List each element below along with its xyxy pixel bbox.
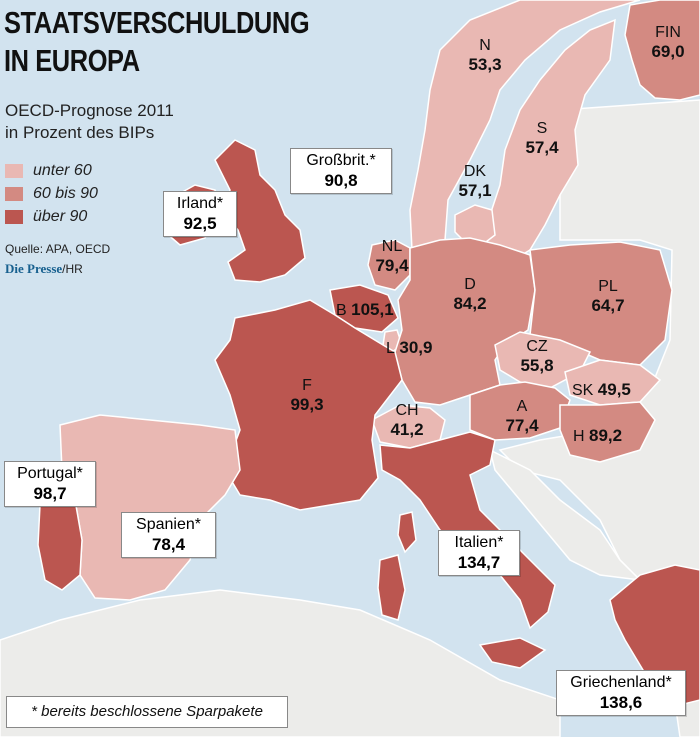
footnote: * bereits beschlossene Sparpakete xyxy=(6,696,288,728)
label-hungary-name: H xyxy=(573,428,585,445)
balkans-land xyxy=(488,448,643,582)
label-ireland-value: 92,5 xyxy=(183,214,217,233)
label-sweden-value: 57,4 xyxy=(525,138,559,157)
map-title: STAATSVERSCHULDUNG IN EUROPA xyxy=(4,4,310,80)
legend-item-high: über 90 xyxy=(5,205,98,228)
label-slovakia-value: 49,5 xyxy=(597,380,631,399)
label-luxembourg: L 30,9 xyxy=(386,338,446,358)
country-france xyxy=(214,299,403,511)
country-norway xyxy=(409,0,641,272)
title-line-1: STAATSVERSCHULDUNG xyxy=(4,5,310,40)
label-slovakia-name: SK xyxy=(572,382,594,399)
country-italy-sicily xyxy=(478,637,547,669)
label-switzerland-value: 41,2 xyxy=(390,420,424,439)
label-belgium-value: 105,1 xyxy=(351,300,394,319)
map-subtitle: OECD-Prognose 2011 in Prozent des BIPs xyxy=(5,100,174,144)
label-switzerland: CH 41,2 xyxy=(377,401,437,439)
label-poland: PL 64,7 xyxy=(578,277,638,315)
label-belgium-name: B xyxy=(336,302,347,319)
label-belgium: B 105,1 xyxy=(336,300,410,320)
country-switzerland xyxy=(371,404,446,449)
label-greece-name: Griechenland* xyxy=(570,674,672,691)
brand-credit: Die Presse/HR xyxy=(5,261,83,277)
label-uk-name: Großbrit.* xyxy=(306,152,376,169)
label-slovakia: SK 49,5 xyxy=(572,380,647,400)
label-greece: Griechenland* 138,6 xyxy=(556,670,686,716)
label-finland-name: FIN xyxy=(655,24,681,41)
label-ireland-name: Irland* xyxy=(176,195,224,212)
label-hungary: H 89,2 xyxy=(573,426,653,446)
label-spain-value: 78,4 xyxy=(151,535,186,554)
legend: unter 60 60 bis 90 über 90 xyxy=(5,159,98,228)
brand-suffix: /HR xyxy=(62,262,83,276)
label-italy-name: Italien* xyxy=(454,534,504,551)
label-portugal-name: Portugal* xyxy=(17,465,83,482)
label-germany: D 84,2 xyxy=(440,275,500,313)
label-france: F 99,3 xyxy=(277,376,337,414)
label-netherlands-name: NL xyxy=(381,238,403,255)
label-czech: CZ 55,8 xyxy=(507,337,567,375)
label-portugal: Portugal* 98,7 xyxy=(4,461,96,507)
label-italy-value: 134,7 xyxy=(457,553,501,572)
label-switzerland-name: CH xyxy=(395,402,419,419)
country-denmark xyxy=(454,204,496,246)
legend-label-high: über 90 xyxy=(33,207,88,225)
label-uk: Großbrit.* 90,8 xyxy=(290,148,392,194)
legend-item-mid: 60 bis 90 xyxy=(5,182,98,205)
source-text: Quelle: APA, OECD xyxy=(5,242,111,256)
label-portugal-value: 98,7 xyxy=(33,484,67,503)
country-finland xyxy=(624,0,700,101)
label-norway: N 53,3 xyxy=(455,36,515,74)
country-france-corsica xyxy=(397,511,417,554)
label-ireland: Irland* 92,5 xyxy=(163,191,237,237)
label-austria-value: 77,4 xyxy=(505,416,539,435)
label-luxembourg-value: 30,9 xyxy=(399,338,433,357)
label-finland: FIN 69,0 xyxy=(636,23,700,61)
label-denmark: DK 57,1 xyxy=(445,162,505,200)
label-finland-value: 69,0 xyxy=(651,42,685,61)
label-netherlands: NL 79,4 xyxy=(362,237,422,275)
label-germany-value: 84,2 xyxy=(453,294,487,313)
label-germany-name: D xyxy=(464,276,476,293)
label-poland-value: 64,7 xyxy=(591,296,625,315)
legend-swatch-high xyxy=(5,209,23,224)
label-denmark-name: DK xyxy=(463,163,487,180)
legend-item-low: unter 60 xyxy=(5,159,98,182)
label-norway-name: N xyxy=(479,37,491,54)
label-spain: Spanien* 78,4 xyxy=(121,512,216,558)
country-poland xyxy=(529,241,673,366)
label-spain-name: Spanien* xyxy=(136,516,201,533)
label-luxembourg-name: L xyxy=(386,340,395,357)
title-line-2: IN EUROPA xyxy=(4,43,140,78)
legend-swatch-mid xyxy=(5,186,23,201)
country-italy-sardinia xyxy=(377,554,406,621)
country-hungary xyxy=(559,401,656,463)
label-sweden: S 57,4 xyxy=(512,119,572,157)
label-austria: A 77,4 xyxy=(492,397,552,435)
label-sweden-name: S xyxy=(536,120,548,137)
label-uk-value: 90,8 xyxy=(324,171,358,190)
label-greece-value: 138,6 xyxy=(599,693,643,712)
label-poland-name: PL xyxy=(598,278,618,295)
subtitle-line-1: OECD-Prognose 2011 xyxy=(5,101,174,120)
label-czech-name: CZ xyxy=(526,338,548,355)
subtitle-line-2: in Prozent des BIPs xyxy=(5,123,155,142)
label-italy: Italien* 134,7 xyxy=(438,530,520,576)
label-france-value: 99,3 xyxy=(290,395,324,414)
legend-label-mid: 60 bis 90 xyxy=(33,184,98,202)
label-norway-value: 53,3 xyxy=(468,55,502,74)
country-netherlands xyxy=(367,239,411,291)
legend-label-low: unter 60 xyxy=(33,161,92,179)
label-austria-name: A xyxy=(516,398,528,415)
brand-paper-logo: Die Presse xyxy=(5,261,63,276)
legend-swatch-low xyxy=(5,163,23,178)
label-france-name: F xyxy=(302,377,312,394)
label-czech-value: 55,8 xyxy=(520,356,554,375)
label-denmark-value: 57,1 xyxy=(458,181,492,200)
label-netherlands-value: 79,4 xyxy=(375,256,409,275)
country-slovakia xyxy=(564,359,662,406)
label-hungary-value: 89,2 xyxy=(589,426,623,445)
